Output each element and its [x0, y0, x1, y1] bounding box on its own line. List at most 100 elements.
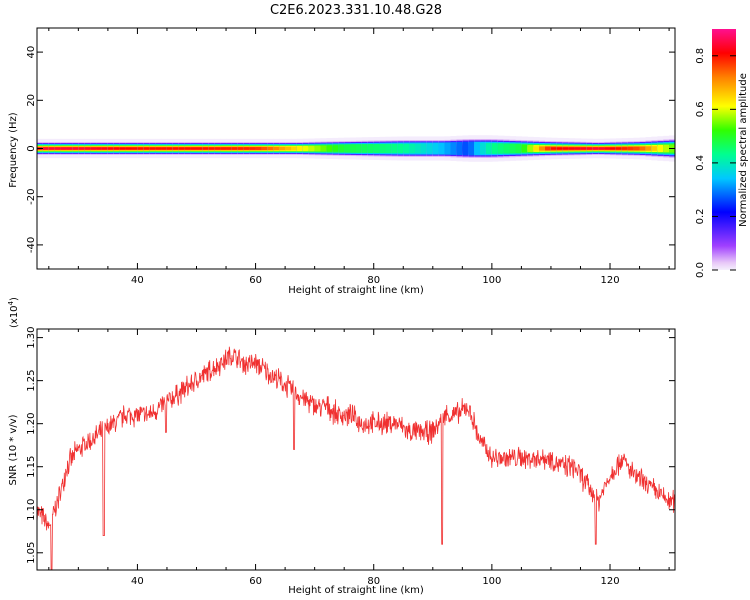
band-cell — [403, 147, 410, 150]
band-cell — [84, 147, 91, 150]
colorbar-label: Normalized spectral amplitude — [738, 73, 749, 227]
snr-y-tick-label: 1.15 — [26, 456, 37, 478]
snr-x-tick-label: 60 — [249, 576, 262, 587]
band-cell — [503, 147, 511, 150]
snr-y-tick-label: 1.20 — [26, 413, 37, 435]
band-cell — [527, 147, 534, 150]
spectrogram-y-tick-label: -40 — [26, 237, 37, 253]
snr-x-tick-label: 80 — [367, 576, 380, 587]
band-cell — [568, 147, 576, 150]
band-cell — [66, 147, 74, 150]
band-cell — [226, 147, 233, 150]
band-cell — [456, 147, 463, 150]
band-cell — [332, 147, 339, 150]
band-cell — [350, 147, 357, 150]
snr-series — [37, 346, 675, 570]
spectrogram-x-tick-label: 40 — [131, 275, 144, 286]
band-cell — [131, 147, 139, 150]
snr-y-tick-label: 1.25 — [26, 370, 37, 392]
spectrogram-x-tick-label: 120 — [600, 275, 619, 286]
band-cell — [639, 147, 647, 150]
band-cell — [208, 147, 215, 150]
band-cell — [556, 147, 564, 150]
band-cell — [356, 147, 363, 150]
band-cell — [450, 147, 458, 150]
colorbar-tick-label: 0.6 — [695, 101, 706, 117]
snr-y-tick-label: 1.05 — [26, 542, 37, 564]
band-cell — [237, 147, 245, 150]
band-cell — [107, 147, 115, 150]
band-cell — [90, 147, 97, 150]
band-cell — [202, 147, 209, 150]
band-cell — [273, 147, 280, 150]
band-cell — [391, 147, 398, 150]
band-cell — [550, 147, 558, 150]
band-cell — [645, 147, 652, 150]
band-cell — [657, 147, 664, 150]
colorbar-tick-label: 0.8 — [695, 48, 706, 64]
band-cell — [214, 147, 221, 150]
spectrogram-plot: 40 60 80 100 120 -40 -20 0 20 40 Height of straig… — [8, 27, 676, 296]
spectrogram-x-tick-label: 100 — [482, 275, 501, 286]
band-cell — [178, 147, 186, 150]
band-cell — [314, 147, 322, 150]
band-cell — [42, 147, 50, 150]
band-cell — [291, 147, 298, 150]
snr-x-tick-label: 100 — [482, 576, 501, 587]
band-cell — [474, 147, 481, 150]
band-cell — [621, 147, 629, 150]
band-cell — [48, 147, 56, 150]
band-cell — [296, 147, 304, 150]
snr-plot: 40 60 80 100 120 1.05 1.10 1.15 1.20 1.25 1.30 Hei… — [7, 297, 676, 596]
band-cell — [155, 147, 162, 150]
band-cell — [580, 147, 587, 150]
band-cell — [326, 147, 333, 150]
band-cell — [60, 147, 68, 150]
band-cell — [302, 147, 310, 150]
band-cell — [610, 147, 617, 150]
band-cell — [615, 147, 623, 150]
band-cell — [663, 147, 670, 150]
band-cell — [72, 147, 79, 150]
spectral-band — [37, 135, 675, 162]
band-cell — [113, 147, 121, 150]
snr-line — [37, 346, 675, 570]
band-cell — [196, 147, 204, 150]
band-cell — [161, 147, 168, 150]
band-cell — [344, 147, 351, 150]
band-cell — [592, 147, 599, 150]
colorbar-tick-label: 0.4 — [695, 155, 706, 171]
snr-x-tick-label: 40 — [131, 576, 144, 587]
band-cell — [562, 147, 570, 150]
snr-background — [37, 329, 675, 570]
band-cell — [320, 147, 328, 150]
band-cell — [598, 147, 605, 150]
band-cell — [515, 147, 523, 150]
band-cell — [420, 147, 428, 150]
band-cell — [243, 147, 251, 150]
band-cell — [166, 147, 174, 150]
band-cell — [521, 147, 528, 150]
band-cell — [373, 147, 381, 150]
band-cell — [409, 147, 416, 150]
band-cell — [54, 147, 62, 150]
band-cell — [379, 147, 387, 150]
band-cell — [119, 147, 127, 150]
snr-y-tick-label: 1.10 — [26, 499, 37, 521]
band-cell — [137, 147, 144, 150]
band-cell — [308, 147, 316, 150]
spectrogram-y-tick-label: 20 — [26, 94, 37, 107]
band-cell — [574, 147, 582, 150]
snr-frame — [36, 328, 676, 571]
band-cell — [255, 147, 263, 150]
colorbar-gradient — [712, 29, 736, 270]
band-cell — [438, 147, 446, 150]
band-cell — [633, 147, 641, 150]
band-cell — [651, 147, 658, 150]
band-cell — [143, 147, 150, 150]
band-cell — [96, 147, 103, 150]
band-cell — [586, 147, 593, 150]
spectrogram-y-label: Frequency (Hz) — [8, 112, 19, 188]
band-cell — [432, 147, 440, 150]
